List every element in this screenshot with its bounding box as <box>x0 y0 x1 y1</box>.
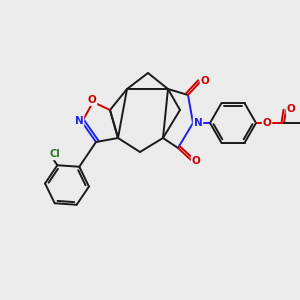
Text: N: N <box>75 116 83 126</box>
Text: O: O <box>201 76 209 86</box>
Text: Cl: Cl <box>50 149 61 159</box>
Text: O: O <box>88 95 96 105</box>
Text: O: O <box>192 156 200 166</box>
Text: O: O <box>286 104 296 114</box>
Text: O: O <box>262 118 272 128</box>
Text: N: N <box>194 118 202 128</box>
